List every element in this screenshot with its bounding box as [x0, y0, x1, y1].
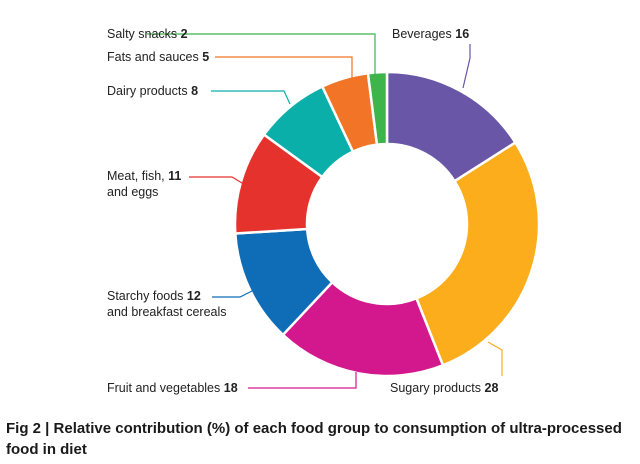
value-dairy-products: 8 — [188, 84, 198, 98]
leaders-layer — [147, 33, 503, 389]
leader-line-fats-and-sauces — [215, 56, 353, 80]
value-starchy-foods: 12 — [183, 289, 200, 303]
donut-chart-svg: Beverages 16 Sugary products 28 Fruit and … — [107, 27, 541, 395]
slices-layer — [233, 70, 541, 378]
donut-chart: Beverages 16 Sugary products 28 Fruit and … — [107, 27, 541, 395]
value-fruit-and-vegetables: 18 — [220, 381, 237, 395]
label-fruit-and-vegetables: Fruit and vegetables 18 — [107, 381, 238, 395]
value-sugary-products: 28 — [481, 381, 498, 395]
label-dairy-products: Dairy products 8 — [107, 84, 198, 98]
label-sugary-products: Sugary products 28 — [390, 381, 498, 395]
leader-line-salty-snacks — [147, 33, 376, 74]
slice-salty-snacks — [366, 70, 389, 146]
leader-line-starchy-foods — [212, 287, 259, 298]
label-meat-fish-eggs-line-2: and eggs — [107, 185, 158, 199]
value-beverages: 16 — [452, 27, 469, 41]
labels-layer: Beverages 16 Sugary products 28 Fruit and … — [107, 27, 498, 395]
value-salty-snacks: 2 — [177, 27, 187, 41]
slice-sugary-products — [415, 141, 541, 367]
figure-caption: Fig 2 | Relative contribution (%) of eac… — [6, 420, 622, 458]
leader-line-sugary-products — [487, 341, 503, 376]
label-fats-and-sauces: Fats and sauces 5 — [107, 50, 209, 64]
label-beverages: Beverages 16 — [392, 27, 469, 41]
leader-line-meat-fish-eggs — [189, 176, 243, 184]
label-starchy-foods-line-1: Starchy foods 12 — [107, 289, 201, 303]
label-meat-fish-eggs-line-1: Meat, fish, 11 — [107, 169, 181, 183]
leader-line-dairy-products — [211, 90, 291, 105]
leader-line-fruit-and-vegetables — [248, 372, 357, 389]
label-salty-snacks: Salty snacks 2 — [107, 27, 188, 41]
value-fats-and-sauces: 5 — [199, 50, 209, 64]
leader-line-beverages — [462, 44, 471, 89]
value-meat-fish-eggs: 11 — [165, 169, 182, 183]
label-starchy-foods-line-2: and breakfast cereals — [107, 305, 227, 319]
